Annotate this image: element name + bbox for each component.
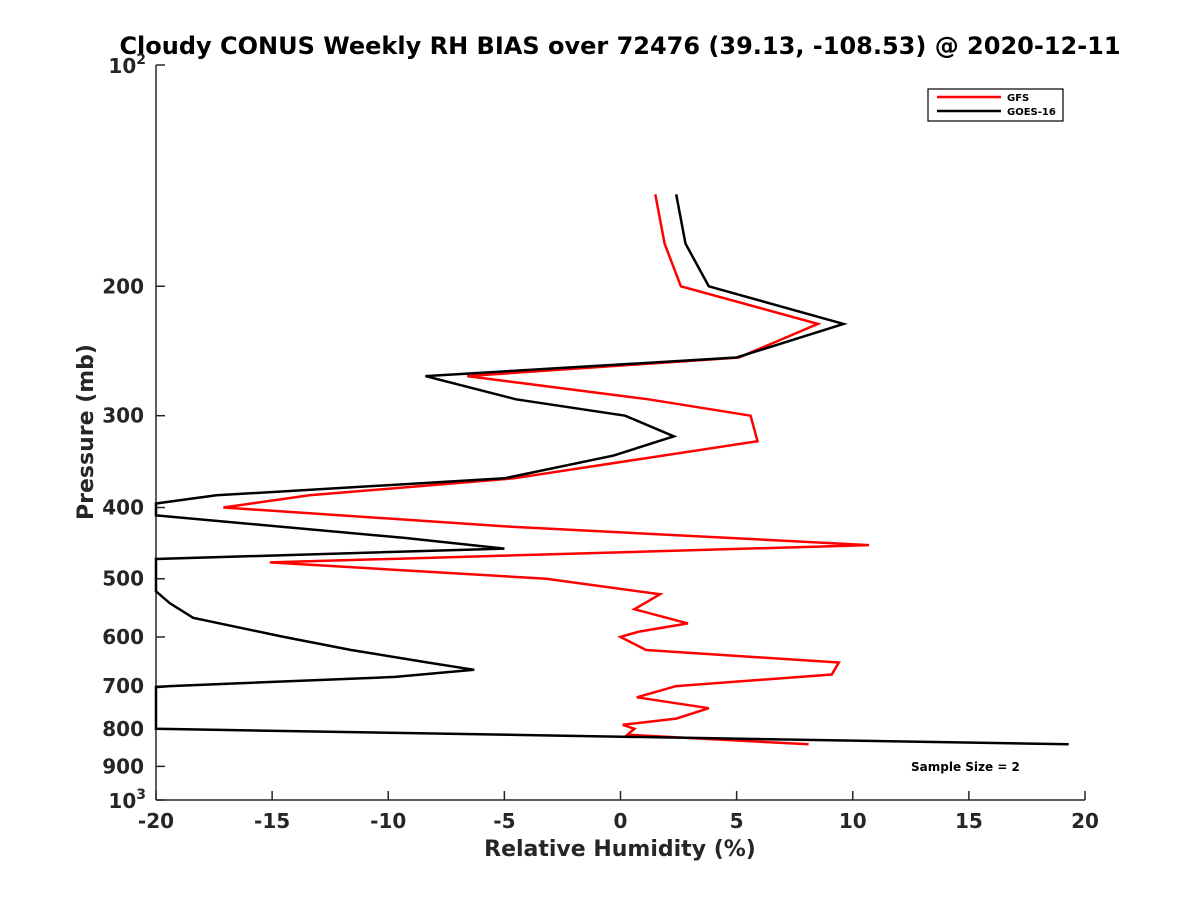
x-tick-label: -10 <box>370 809 406 833</box>
legend-box <box>927 88 1064 122</box>
y-tick-label: 900 <box>102 754 144 778</box>
x-tick-label: 10 <box>839 809 867 833</box>
x-tick-label: 0 <box>614 809 628 833</box>
x-axis-label: Relative Humidity (%) <box>484 837 756 862</box>
series-line-gfs <box>223 194 870 746</box>
legend-label-gfs: GFS <box>1007 93 1029 104</box>
y-tick-label: 200 <box>102 274 144 298</box>
chart-title: Cloudy CONUS Weekly RH BIAS over 72476 (… <box>119 32 1120 60</box>
y-tick-label: 800 <box>102 717 144 741</box>
y-tick-label: 400 <box>102 496 144 520</box>
x-tick-label: 20 <box>1071 809 1099 833</box>
legend: GFS GOES-16 <box>927 88 1064 122</box>
x-tick-label: -20 <box>138 809 174 833</box>
y-decade-exponent: 2 <box>136 52 146 68</box>
y-tick-label: 700 <box>102 674 144 698</box>
y-decade-base: 10 <box>108 54 136 78</box>
y-tick-label: 500 <box>102 567 144 591</box>
series-line-goes-16 <box>154 194 1069 746</box>
y-tick-label: 300 <box>102 404 144 428</box>
y-decade-label: 103 <box>108 787 146 813</box>
y-tick-label: 600 <box>102 625 144 649</box>
y-axis-label: Pressure (mb) <box>74 344 99 520</box>
legend-label-goes16: GOES-16 <box>1007 107 1056 118</box>
x-tick-label: -5 <box>493 809 515 833</box>
plot-area <box>155 65 1085 801</box>
y-decade-label: 102 <box>108 52 146 78</box>
x-tick-label: -15 <box>254 809 290 833</box>
series-layer <box>154 194 1069 746</box>
x-axis-ticks: -20 -15 -10 -5 0 5 10 15 20 <box>138 791 1099 833</box>
x-tick-label: 15 <box>955 809 983 833</box>
y-decade-exponent: 3 <box>136 787 146 803</box>
sample-size-annotation: Sample Size = 2 <box>911 760 1020 774</box>
y-decade-base: 10 <box>108 789 136 813</box>
x-tick-label: 5 <box>730 809 744 833</box>
